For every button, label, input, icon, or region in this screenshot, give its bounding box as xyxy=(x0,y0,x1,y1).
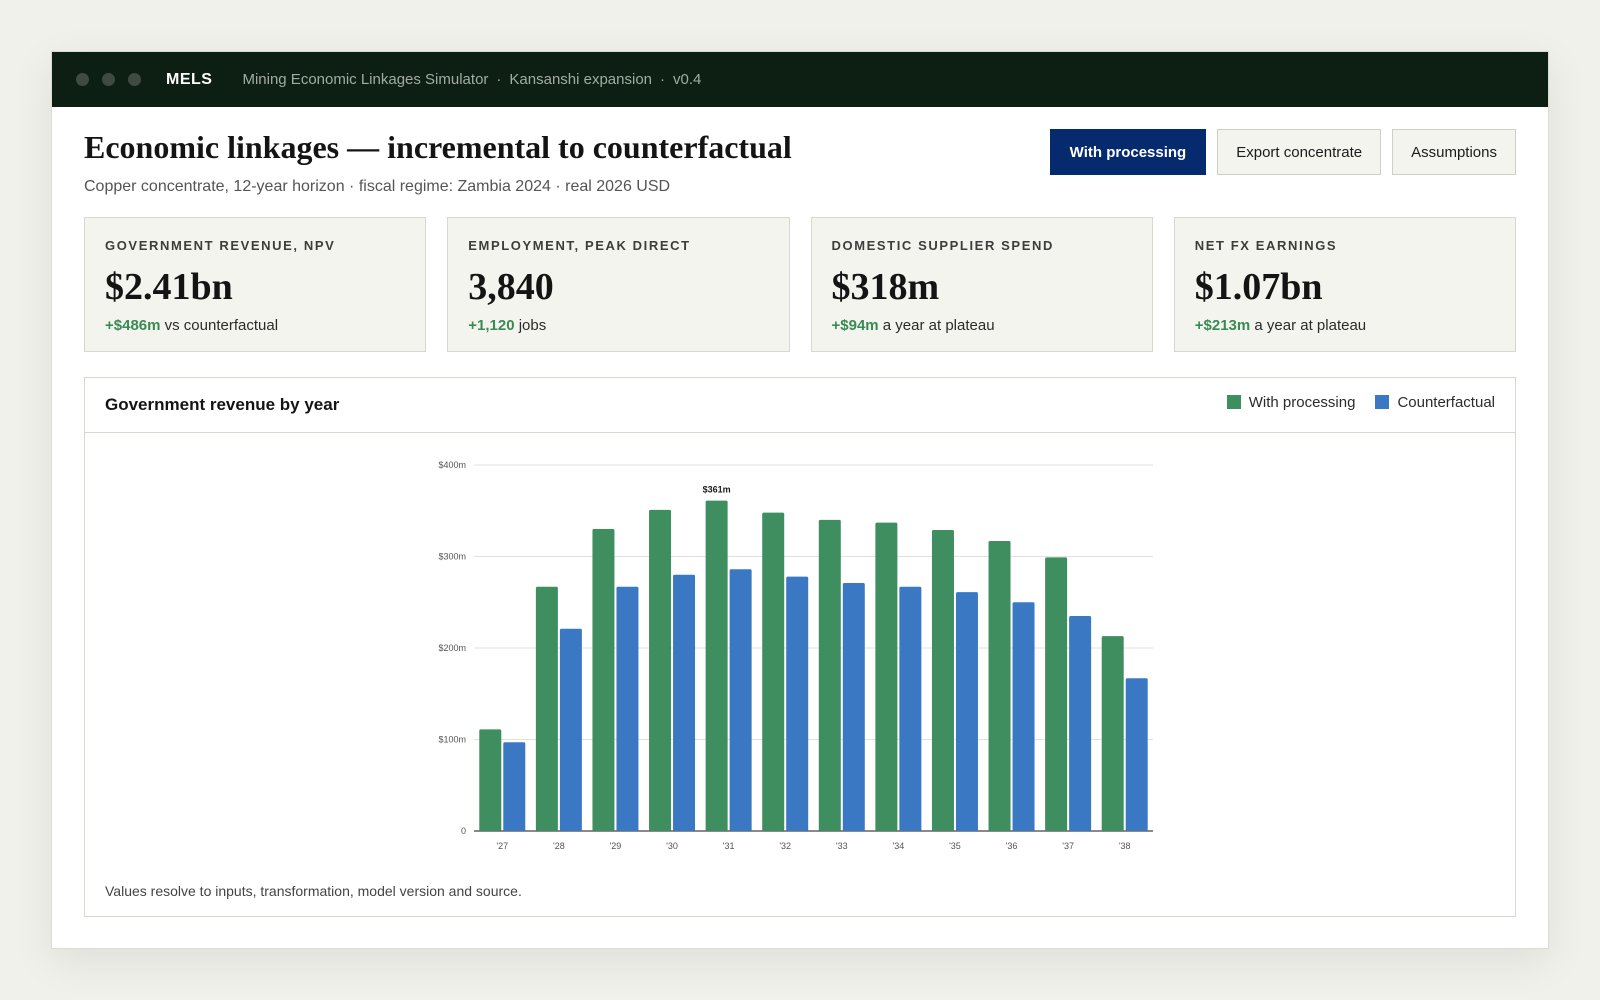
breadcrumb-separator: · xyxy=(496,71,502,88)
bar-with-processing xyxy=(535,586,558,831)
x-tick-label: '36 xyxy=(1006,841,1018,851)
bar-counterfactual xyxy=(786,576,809,831)
kpi-label: DOMESTIC SUPPLIER SPEND xyxy=(831,238,1054,253)
with-processing-button[interactable]: With processing xyxy=(1049,129,1207,175)
page-header: Economic linkages — incremental to count… xyxy=(52,107,1548,217)
y-tick-label: $400m xyxy=(438,460,466,470)
page-subtitle: Copper concentrate, 12-year horizon · fi… xyxy=(84,178,671,195)
kpi-card-government-revenue: GOVERNMENT REVENUE, NPV $2.41bn +$486m v… xyxy=(84,217,427,352)
chart-header: Government revenue by year With processi… xyxy=(85,378,1515,433)
bar-with-processing xyxy=(988,540,1011,831)
bar-with-processing xyxy=(649,509,672,831)
y-tick-label: $100m xyxy=(438,735,466,745)
kpi-card-supplier-spend: DOMESTIC SUPPLIER SPEND $318m +$94m a ye… xyxy=(810,217,1153,352)
chart-title: Government revenue by year xyxy=(105,395,340,414)
x-tick-label: '37 xyxy=(1062,841,1074,851)
bar-counterfactual xyxy=(729,569,752,831)
chart-panel: Government revenue by year With processi… xyxy=(84,377,1516,917)
kpi-value: $318m xyxy=(831,266,940,308)
bar-with-processing xyxy=(931,529,954,831)
kpi-delta-text: a year at plateau xyxy=(878,317,995,334)
y-tick-label: $200m xyxy=(438,643,466,653)
window-minimize-dot[interactable] xyxy=(102,73,115,86)
export-concentrate-button[interactable]: Export concentrate xyxy=(1217,129,1382,175)
chart-footnote: Values resolve to inputs, transformation… xyxy=(105,883,522,899)
x-tick-label: '38 xyxy=(1119,841,1131,851)
bar-counterfactual xyxy=(673,574,696,831)
government-revenue-chart: 0 $100m $200m $300m $400m '27 '28 '29 '30 '31 '32 '… xyxy=(438,460,1153,851)
bar-counterfactual xyxy=(503,742,526,831)
legend-swatch xyxy=(1375,395,1390,409)
chart-legend: With processing Counterfactual xyxy=(1226,393,1495,411)
y-tick-label: 0 xyxy=(461,826,466,836)
bar-with-processing xyxy=(479,729,502,831)
y-tick-label: $300m xyxy=(438,552,466,562)
kpi-delta-value: +1,120 xyxy=(468,317,515,334)
app-name: MELS xyxy=(166,70,213,88)
bar-with-processing xyxy=(1101,636,1124,831)
scenario-actions: With processing Export concentrate Assum… xyxy=(1049,129,1516,175)
bar-counterfactual xyxy=(559,628,582,831)
title-bar: MELS Mining Economic Linkages Simulator … xyxy=(52,52,1548,107)
chart-body: 0 $100m $200m $300m $400m '27 '28 '29 '30 '31 '32 '… xyxy=(85,433,1515,916)
kpi-card-employment: EMPLOYMENT, PEAK DIRECT 3,840 +1,120 job… xyxy=(447,217,790,352)
kpi-delta: +$94m a year at plateau xyxy=(832,317,1132,334)
kpi-delta: +1,120 jobs xyxy=(468,317,768,334)
legend-label: Counterfactual xyxy=(1397,393,1495,411)
kpi-delta: +$213m a year at plateau xyxy=(1195,317,1495,334)
bar-counterfactual xyxy=(1012,602,1035,831)
breadcrumb-separator: · xyxy=(660,71,666,88)
window-close-dot[interactable] xyxy=(76,73,89,86)
data-label: $361m xyxy=(703,485,731,495)
bar-with-processing xyxy=(875,522,898,831)
kpi-value: 3,840 xyxy=(468,266,554,308)
kpi-label: NET FX EARNINGS xyxy=(1194,238,1338,253)
legend-swatch xyxy=(1226,395,1241,409)
legend-label: With processing xyxy=(1248,393,1356,411)
breadcrumb-version: v0.4 xyxy=(673,71,702,88)
x-tick-label: '28 xyxy=(553,841,565,851)
page-title: Economic linkages — incremental to count… xyxy=(84,129,792,165)
kpi-delta-value: +$94m xyxy=(831,317,879,334)
kpi-value: $1.07bn xyxy=(1194,266,1323,308)
bar-counterfactual xyxy=(899,586,922,831)
breadcrumb-project: Kansanshi expansion xyxy=(509,71,653,88)
x-tick-label: '34 xyxy=(893,841,905,851)
kpi-label: GOVERNMENT REVENUE, NPV xyxy=(105,238,336,253)
bar-with-processing xyxy=(762,512,785,831)
bar-with-processing xyxy=(1045,557,1068,831)
kpi-delta-text: vs counterfactual xyxy=(160,317,279,334)
bar-counterfactual xyxy=(1125,678,1148,831)
x-tick-label: '31 xyxy=(723,841,735,851)
kpi-delta-value: +$486m xyxy=(105,317,161,334)
app-window: MELS Mining Economic Linkages Simulator … xyxy=(51,51,1549,949)
assumptions-button[interactable]: Assumptions xyxy=(1392,129,1516,175)
bar-counterfactual xyxy=(955,592,978,831)
kpi-delta: +$486m vs counterfactual xyxy=(105,317,405,334)
kpi-card-net-fx: NET FX EARNINGS $1.07bn +$213m a year at… xyxy=(1173,217,1516,352)
x-tick-label: '32 xyxy=(779,841,791,851)
legend-item-counterfactual[interactable]: Counterfactual xyxy=(1375,394,1495,411)
x-tick-label: '30 xyxy=(666,841,678,851)
kpi-label: EMPLOYMENT, PEAK DIRECT xyxy=(468,238,691,253)
legend-item-with-processing[interactable]: With processing xyxy=(1226,393,1356,411)
bar-with-processing xyxy=(705,500,728,831)
kpi-delta-text: a year at plateau xyxy=(1250,317,1367,334)
bar-counterfactual xyxy=(842,583,865,831)
x-tick-label: '29 xyxy=(610,841,622,851)
window-maximize-dot[interactable] xyxy=(128,73,141,86)
bar-with-processing xyxy=(592,529,615,831)
bar-counterfactual xyxy=(616,586,639,831)
kpi-delta-text: jobs xyxy=(514,317,547,334)
kpi-value: $2.41bn xyxy=(105,266,233,308)
x-tick-label: '35 xyxy=(949,841,961,851)
kpi-delta-value: +$213m xyxy=(1194,317,1251,334)
x-tick-label: '27 xyxy=(496,841,508,851)
breadcrumb-app: Mining Economic Linkages Simulator xyxy=(242,71,489,88)
bar-counterfactual xyxy=(1069,615,1092,831)
x-tick-label: '33 xyxy=(836,841,848,851)
bar-with-processing xyxy=(818,519,841,831)
kpi-row: GOVERNMENT REVENUE, NPV $2.41bn +$486m v… xyxy=(52,217,1548,352)
